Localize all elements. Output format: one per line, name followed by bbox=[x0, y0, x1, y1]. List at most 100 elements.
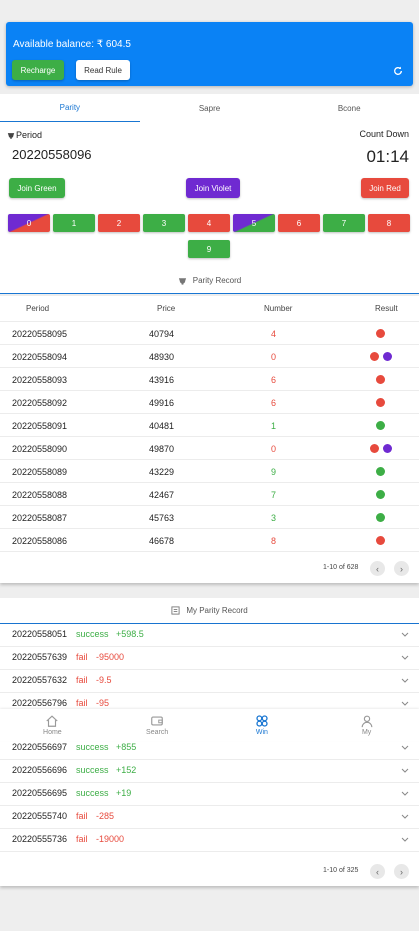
join-violet-button[interactable]: Join Violet bbox=[186, 178, 240, 198]
chevron-down-icon[interactable] bbox=[401, 814, 409, 820]
record-period: 20220555736 bbox=[12, 834, 68, 844]
chevron-down-icon[interactable] bbox=[401, 655, 409, 661]
list-item[interactable]: 20220557639 fail -95000 bbox=[0, 647, 419, 670]
next-page-button[interactable]: › bbox=[394, 561, 409, 576]
table-row: 20220558093 43916 6 bbox=[0, 368, 419, 391]
table-row: 20220558092 49916 6 bbox=[0, 391, 419, 414]
row-period: 20220558094 bbox=[12, 352, 68, 362]
row-period: 20220558091 bbox=[12, 421, 68, 431]
list-item[interactable]: 20220558051 success +598.5 bbox=[0, 624, 419, 647]
prev-page-button[interactable]: ‹ bbox=[370, 561, 385, 576]
table-row: 20220558095 40794 4 bbox=[0, 322, 419, 345]
game-panel: Period 20220558096 Count Down 01:14 Join… bbox=[0, 122, 419, 268]
chevron-down-icon[interactable] bbox=[401, 745, 409, 751]
recharge-button[interactable]: Recharge bbox=[12, 60, 64, 80]
record-period: 20220558051 bbox=[12, 629, 68, 639]
list-item[interactable]: 20220555736 fail -19000 bbox=[0, 829, 419, 852]
available-balance: Available balance: ₹ 604.5 bbox=[13, 39, 131, 50]
row-price: 40794 bbox=[149, 329, 175, 339]
result-dot-green bbox=[376, 421, 385, 430]
document-icon bbox=[171, 606, 180, 615]
row-price: 49870 bbox=[149, 444, 175, 454]
prev-page-button[interactable]: ‹ bbox=[370, 864, 385, 879]
record-status: success bbox=[76, 788, 109, 798]
next-page-button[interactable]: › bbox=[394, 864, 409, 879]
result-dot-green bbox=[376, 490, 385, 499]
table-row: 20220558086 46678 8 bbox=[0, 529, 419, 552]
nav-win[interactable]: Win bbox=[210, 709, 315, 741]
number-button-0[interactable]: 0 bbox=[8, 214, 50, 232]
row-period: 20220558092 bbox=[12, 398, 68, 408]
result-dot-red bbox=[376, 536, 385, 545]
trophy-icon bbox=[178, 277, 186, 285]
row-number: 8 bbox=[271, 536, 277, 546]
result-dot-violet bbox=[383, 444, 392, 453]
parity-record-table: Period Price Number Result 20220558095 4… bbox=[0, 296, 419, 583]
chevron-down-icon[interactable] bbox=[401, 632, 409, 638]
tab-sapre[interactable]: Sapre bbox=[198, 103, 221, 113]
row-number: 7 bbox=[271, 490, 277, 500]
chevron-down-icon[interactable] bbox=[401, 701, 409, 707]
result-dot-red bbox=[376, 398, 385, 407]
refresh-icon[interactable] bbox=[393, 66, 403, 76]
list-item[interactable]: 20220556697 success +855 bbox=[0, 737, 419, 760]
row-number: 0 bbox=[271, 444, 277, 454]
list-item[interactable]: 20220556695 success +19 bbox=[0, 783, 419, 806]
parity-record-header: Parity Record bbox=[0, 268, 419, 294]
record-status: success bbox=[76, 765, 109, 775]
chevron-down-icon[interactable] bbox=[401, 678, 409, 684]
chevron-down-icon[interactable] bbox=[401, 768, 409, 774]
number-button-1[interactable]: 1 bbox=[53, 214, 95, 232]
nav-home[interactable]: Home bbox=[0, 709, 105, 741]
number-button-4[interactable]: 4 bbox=[188, 214, 230, 232]
bottom-navigation: Home Search Win My bbox=[0, 709, 419, 741]
number-button-7[interactable]: 7 bbox=[323, 214, 365, 232]
read-rule-button[interactable]: Read Rule bbox=[76, 60, 130, 80]
number-button-9[interactable]: 9 bbox=[188, 240, 230, 258]
list-item[interactable]: 20220557632 fail -9.5 bbox=[0, 670, 419, 693]
chevron-down-icon[interactable] bbox=[401, 837, 409, 843]
record-period: 20220557639 bbox=[12, 652, 68, 662]
number-button-8[interactable]: 8 bbox=[368, 214, 410, 232]
table-row: 20220558094 48930 0 bbox=[0, 345, 419, 368]
table-row: 20220558091 40481 1 bbox=[0, 414, 419, 437]
row-period: 20220558086 bbox=[12, 536, 68, 546]
period-label: Period bbox=[7, 130, 42, 140]
nav-search[interactable]: Search bbox=[105, 709, 210, 741]
record-amount: -285 bbox=[96, 811, 115, 821]
row-period: 20220558090 bbox=[12, 444, 68, 454]
result-dot-red bbox=[376, 329, 385, 338]
nav-my[interactable]: My bbox=[314, 709, 419, 741]
table-row: 20220558089 43229 9 bbox=[0, 460, 419, 483]
table-row: 20220558090 49870 0 bbox=[0, 437, 419, 460]
pagination-label: 1-10 of 325 bbox=[323, 867, 359, 874]
chevron-down-icon[interactable] bbox=[401, 791, 409, 797]
record-status: success bbox=[76, 629, 109, 639]
home-icon bbox=[46, 715, 59, 727]
number-button-5[interactable]: 5 bbox=[233, 214, 275, 232]
tab-parity[interactable]: Parity bbox=[0, 94, 140, 122]
record-status: fail bbox=[76, 698, 88, 708]
record-status: success bbox=[76, 742, 109, 752]
number-button-2[interactable]: 2 bbox=[98, 214, 140, 232]
row-price: 43916 bbox=[149, 375, 175, 385]
record-period: 20220556697 bbox=[12, 742, 68, 752]
wallet-icon bbox=[151, 716, 163, 726]
list-item[interactable]: 20220555740 fail -285 bbox=[0, 806, 419, 829]
join-red-button[interactable]: Join Red bbox=[361, 178, 409, 198]
period-value: 20220558096 bbox=[12, 147, 92, 162]
record-period: 20220556695 bbox=[12, 788, 68, 798]
number-button-6[interactable]: 6 bbox=[278, 214, 320, 232]
column-header-period: Period bbox=[26, 304, 50, 313]
join-green-button[interactable]: Join Green bbox=[9, 178, 65, 198]
row-price: 49916 bbox=[149, 398, 175, 408]
list-item[interactable]: 20220556696 success +152 bbox=[0, 760, 419, 783]
record-amount: -95 bbox=[96, 698, 110, 708]
row-number: 4 bbox=[271, 329, 277, 339]
record-amount: +19 bbox=[116, 788, 132, 798]
record-amount: -9.5 bbox=[96, 675, 112, 685]
balance-card: Available balance: ₹ 604.5 Recharge Read… bbox=[6, 22, 413, 86]
number-button-3[interactable]: 3 bbox=[143, 214, 185, 232]
column-header-price: Price bbox=[157, 304, 176, 313]
tab-bcone[interactable]: Bcone bbox=[337, 103, 361, 113]
